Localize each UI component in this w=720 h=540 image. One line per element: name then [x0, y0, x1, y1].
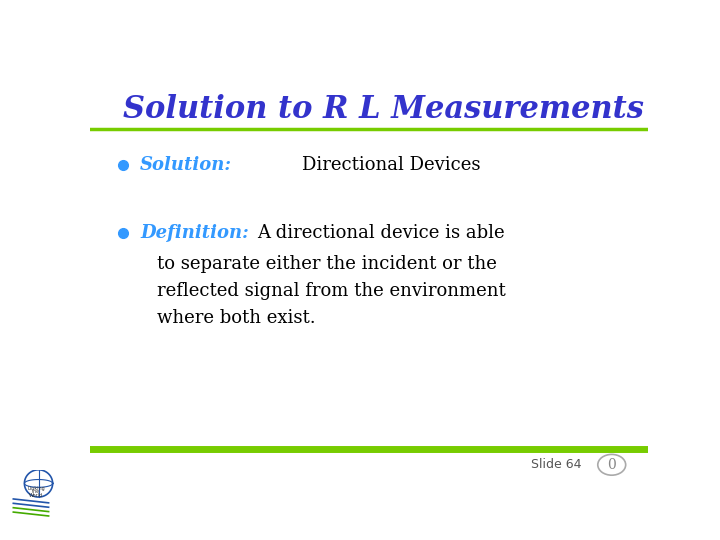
- Text: Solution to R L Measurements: Solution to R L Measurements: [124, 94, 644, 125]
- Text: Definition:: Definition:: [140, 224, 249, 242]
- Text: Linking: Linking: [27, 486, 45, 491]
- Text: reflected signal from the environment: reflected signal from the environment: [157, 282, 505, 300]
- Text: Solution:: Solution:: [140, 156, 233, 173]
- Text: Directional Devices: Directional Devices: [302, 156, 480, 173]
- Text: World: World: [29, 492, 43, 497]
- Text: to separate either the incident or the: to separate either the incident or the: [157, 255, 497, 273]
- Text: A directional device is able: A directional device is able: [258, 224, 505, 242]
- Text: where both exist.: where both exist.: [157, 309, 315, 327]
- Text: 0: 0: [608, 458, 616, 472]
- Text: Slide 64: Slide 64: [531, 458, 581, 471]
- Text: the: the: [32, 489, 40, 494]
